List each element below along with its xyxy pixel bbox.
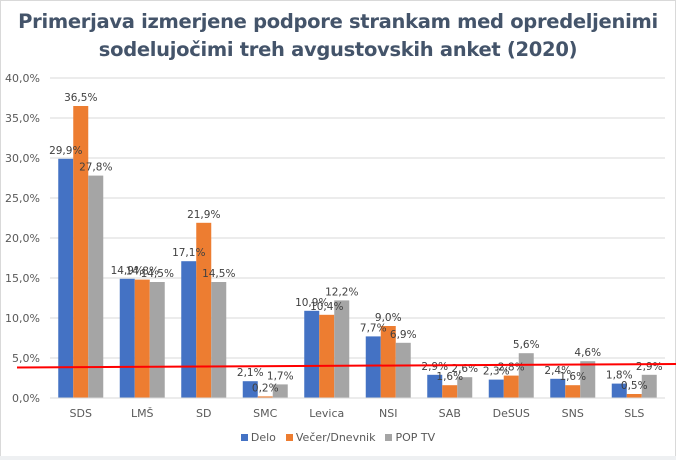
data-label: 21,9% xyxy=(187,209,220,221)
bar-ve-er-dnevnik-desus xyxy=(503,375,519,398)
legend: Delo Večer/Dnevnik POP TV xyxy=(0,431,676,444)
bar-pop-tv-sds xyxy=(88,175,104,398)
x-category-label: SLS xyxy=(624,407,644,420)
bar-pop-tv-sns xyxy=(580,361,596,398)
data-label: 7,7% xyxy=(360,322,387,334)
legend-swatch-delo xyxy=(240,434,248,441)
y-tick-label: 15,0% xyxy=(5,272,40,285)
data-label: 1,8% xyxy=(606,370,633,382)
data-label: 10,9% xyxy=(295,297,328,309)
legend-item-vecer-dnevnik: Večer/Dnevnik xyxy=(285,431,376,444)
x-category-label: SNS xyxy=(562,407,584,420)
x-category-label: SDS xyxy=(70,407,92,420)
bar-pop-tv-levica xyxy=(334,300,350,398)
chart-title-line-2: sodelujočimi treh avgustovskih anket (20… xyxy=(98,38,578,61)
data-label: 1,6% xyxy=(559,371,586,383)
x-category-label: Levica xyxy=(309,407,344,420)
data-label: 1,7% xyxy=(267,370,294,382)
bar-delo-nsi xyxy=(365,336,381,398)
bottom-edge xyxy=(0,456,676,460)
data-label: 27,8% xyxy=(79,162,112,174)
y-tick-label: 0,0% xyxy=(12,392,40,405)
bar-delo-levica xyxy=(304,310,320,398)
bar-delo-lmš xyxy=(119,278,135,398)
y-tick-label: 10,0% xyxy=(5,312,40,325)
data-label: 17,1% xyxy=(172,247,205,259)
x-category-label: DeSUS xyxy=(493,407,530,420)
y-tick-label: 5,0% xyxy=(12,352,40,365)
x-category-label: SAB xyxy=(439,407,461,420)
data-label: 2,4% xyxy=(544,365,571,377)
x-category-label: NSI xyxy=(379,407,397,420)
threshold-line xyxy=(16,363,676,369)
data-label: 2,6% xyxy=(451,363,478,375)
y-tick-label: 20,0% xyxy=(5,232,40,245)
data-label: 2,9% xyxy=(421,361,448,373)
bar-ve-er-dnevnik-nsi xyxy=(380,326,396,398)
legend-label-vecer-dnevnik: Večer/Dnevnik xyxy=(295,431,376,444)
x-category-label: SMC xyxy=(253,407,277,420)
data-label: 14,8% xyxy=(126,266,159,278)
legend-swatch-pop-tv xyxy=(385,434,393,441)
legend-label-pop-tv: POP TV xyxy=(395,431,436,444)
bar-ve-er-dnevnik-sls xyxy=(626,394,642,398)
data-label: 14,5% xyxy=(202,268,235,280)
x-category-label: LMŠ xyxy=(131,407,154,420)
data-label: 12,2% xyxy=(325,286,358,298)
data-label: 0,2% xyxy=(252,382,279,394)
data-label: 36,5% xyxy=(64,92,97,104)
bar-ve-er-dnevnik-levica xyxy=(319,314,335,398)
x-category-label: SD xyxy=(196,407,211,420)
bar-pop-tv-smc xyxy=(272,384,288,398)
data-label: 4,6% xyxy=(574,347,601,359)
bar-pop-tv-sls xyxy=(641,374,657,398)
data-label: 2,1% xyxy=(237,367,264,379)
legend-item-pop-tv: POP TV xyxy=(385,431,435,444)
chart-title: Primerjava izmerjene podpore strankam me… xyxy=(0,8,676,64)
data-label: 9,0% xyxy=(375,312,402,324)
data-label: 2,9% xyxy=(636,361,663,373)
data-label: 2,8% xyxy=(498,362,525,374)
data-label: 10,4% xyxy=(310,301,343,313)
bar-pop-tv-sd xyxy=(211,282,227,398)
y-tick-label: 30,0% xyxy=(5,152,40,165)
bar-ve-er-dnevnik-sab xyxy=(442,385,458,398)
bar-ve-er-dnevnik-sns xyxy=(565,385,581,398)
y-tick-label: 40,0% xyxy=(5,72,40,85)
bar-delo-desus xyxy=(488,379,504,398)
bar-delo-sns xyxy=(550,378,566,398)
bar-pop-tv-nsi xyxy=(395,342,411,398)
data-label: 2,3% xyxy=(483,366,510,378)
bar-delo-sds xyxy=(58,158,74,398)
data-label: 6,9% xyxy=(390,329,417,341)
bar-delo-sls xyxy=(611,383,627,398)
y-tick-label: 25,0% xyxy=(5,192,40,205)
legend-label-delo: Delo xyxy=(250,431,276,444)
legend-swatch-vecer-dnevnik xyxy=(285,434,293,441)
bar-pop-tv-desus xyxy=(518,353,534,398)
y-tick-label: 35,0% xyxy=(5,112,40,125)
data-label: 14,9% xyxy=(111,265,144,277)
data-label: 5,6% xyxy=(513,339,540,351)
chart-title-line-1: Primerjava izmerjene podpore strankam me… xyxy=(18,10,658,33)
data-label: 1,6% xyxy=(436,371,463,383)
data-label: 14,5% xyxy=(141,268,174,280)
legend-item-delo: Delo xyxy=(240,431,276,444)
bar-delo-sd xyxy=(181,261,197,398)
data-label: 0,5% xyxy=(621,380,648,392)
bar-ve-er-dnevnik-lmš xyxy=(134,279,150,398)
bar-ve-er-dnevnik-sd xyxy=(196,222,212,398)
bar-delo-smc xyxy=(242,381,258,398)
bar-pop-tv-lmš xyxy=(149,282,165,398)
bar-delo-sab xyxy=(427,374,443,398)
bar-ve-er-dnevnik-smc xyxy=(257,396,273,398)
data-label: 29,9% xyxy=(49,145,82,157)
bar-ve-er-dnevnik-sds xyxy=(73,106,89,398)
bar-pop-tv-sab xyxy=(457,377,473,398)
